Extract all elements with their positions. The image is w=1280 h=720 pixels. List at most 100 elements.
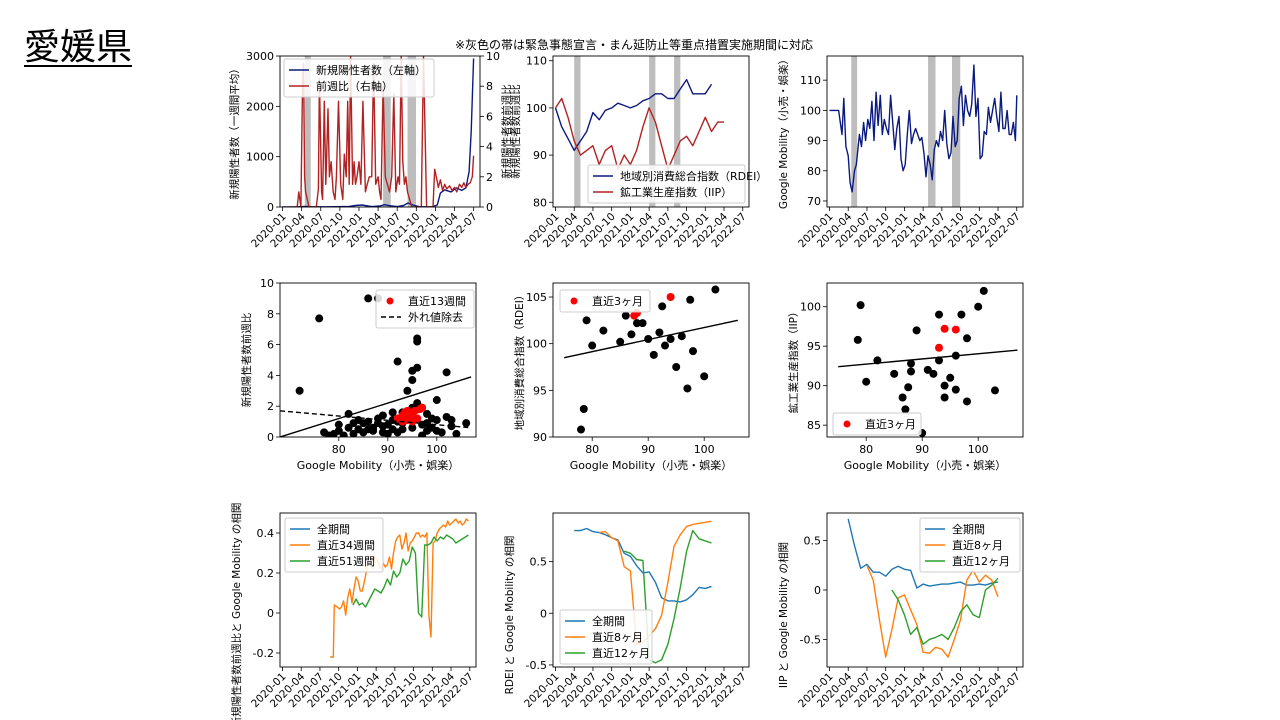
- scatter-point: [627, 330, 636, 339]
- plot-frame: [826, 512, 1024, 668]
- y-tick-label: 80: [807, 165, 821, 178]
- y-tick-label: 0.5: [804, 535, 822, 548]
- emergency-band: [951, 56, 961, 207]
- y-tick-label: 80: [533, 196, 547, 209]
- emergency-band: [407, 56, 416, 207]
- y-tick-label: 85: [807, 419, 821, 432]
- scatter-point: [907, 367, 915, 376]
- series-line: [891, 577, 999, 645]
- chart-c4: 0 2 4 6 8 10 80 90 100 Google Mobility（小売・娯楽） 新規陽性…: [240, 277, 477, 472]
- legend-box: [283, 58, 435, 98]
- plot-area: [574, 520, 712, 664]
- series-line: [847, 518, 999, 589]
- scatter-point: [334, 420, 343, 429]
- scatter-point: [946, 373, 955, 382]
- plot-frame: [279, 282, 477, 438]
- scatter-point: [633, 319, 641, 328]
- series-line: [352, 534, 469, 618]
- figure-note: ※灰色の帯は緊急事態宣言・まん延防止等重点措置実施期間に対応: [455, 38, 814, 52]
- series-line: [829, 64, 1018, 193]
- y-axis-label-right: 新規陽性者数前週比: [500, 84, 513, 179]
- legend-label: 全期間: [592, 614, 625, 628]
- scatter-point: [577, 425, 585, 434]
- scatter-point-recent: [666, 293, 675, 301]
- chart-c2: 80901001102020-012020-042020-072020-1020…: [509, 55, 767, 250]
- scatter-point: [442, 368, 451, 377]
- fit-line: [564, 319, 738, 359]
- series-line: [330, 518, 469, 658]
- legend-label: 鉱工業生産指数（IIP）: [620, 185, 732, 199]
- scatter-point: [661, 341, 669, 350]
- emergency-band: [304, 56, 311, 207]
- scatter-point: [582, 316, 591, 325]
- chart-c1: 010002000300002468102020-012020-042020-0…: [228, 50, 513, 250]
- y-tick-label: 0: [540, 607, 547, 620]
- emergency-band: [674, 56, 681, 207]
- legend-label: 新規陽性者数（左軸）: [316, 63, 426, 77]
- y-tick-label: -0.5: [526, 659, 547, 672]
- scatter-point-recent: [418, 403, 427, 412]
- y-tick-label: 4: [267, 369, 274, 382]
- series-line: [288, 56, 475, 207]
- plot-frame: [279, 512, 477, 668]
- chart-c3: 7080901001102020-012020-042020-072020-10…: [777, 54, 1024, 250]
- chart-c5: 90 95 100 105 80 90 100 Google Mobility（小売・娯楽） 地…: [513, 282, 750, 472]
- x-tick-label: 100: [694, 443, 715, 456]
- scatter-point: [963, 334, 971, 343]
- y-tick-label: -0.5: [800, 633, 821, 646]
- series-line: [623, 529, 712, 664]
- legend-label: 直近51週間: [317, 554, 375, 568]
- scatter-point: [403, 386, 412, 395]
- y-tick-label-right: 4: [486, 141, 493, 154]
- legend-label: 直近12ヶ月: [592, 646, 650, 660]
- legend-box: [559, 609, 653, 665]
- y-tick-label: 110: [526, 55, 547, 68]
- y-tick-label: 2000: [246, 100, 274, 113]
- y-axis-label: 鉱工業生産指数（IIP）: [787, 306, 800, 413]
- scatter-point: [638, 319, 647, 328]
- scatter-point: [408, 423, 417, 432]
- scatter-point: [853, 335, 862, 344]
- x-tick-label: 80: [332, 443, 346, 456]
- y-axis-label: Google Mobility（小売・娯楽）: [777, 54, 790, 209]
- plot-frame: [552, 282, 750, 438]
- legend-box: [832, 412, 922, 436]
- emergency-band: [928, 56, 936, 207]
- scatter-point: [974, 302, 983, 311]
- series-line: [866, 565, 999, 658]
- legend-label: 直近8ヶ月: [592, 630, 643, 644]
- x-tick-label: 80: [859, 443, 873, 456]
- scatter-point: [378, 422, 387, 431]
- scatter-point-recent: [951, 325, 960, 334]
- x-tick-label: 90: [915, 443, 929, 456]
- y-axis-label: 新規陽性者数前週比と Google Mobility の相関: [230, 503, 243, 720]
- scatter-point: [364, 425, 373, 434]
- y-tick-label: 8: [267, 308, 274, 321]
- legend-label: 全期間: [952, 522, 985, 536]
- scatter-point: [599, 326, 608, 335]
- y-tick-label: 90: [533, 431, 547, 444]
- emergency-band: [383, 56, 391, 207]
- series-line: [554, 78, 713, 152]
- scatter-point-recent: [408, 417, 417, 426]
- y-tick-label: 10: [260, 277, 274, 290]
- y-tick-label: 90: [533, 149, 547, 162]
- legend-marker: [570, 297, 578, 305]
- x-tick-label: 100: [968, 443, 989, 456]
- x-axis-label: Google Mobility（小売・娯楽）: [570, 458, 732, 472]
- scatter-point: [904, 383, 913, 392]
- scatter-point-recent: [403, 406, 412, 415]
- plot-area: [554, 78, 724, 171]
- y-tick-label: 3000: [246, 50, 274, 63]
- scatter-point: [689, 347, 697, 356]
- plot-frame: [552, 512, 750, 668]
- scatter-point: [423, 419, 431, 428]
- y-tick-label: 90: [807, 135, 821, 148]
- legend-label: 前週比（右軸）: [316, 79, 393, 93]
- y-tick-label: 95: [533, 384, 547, 397]
- scatter-point: [462, 419, 471, 428]
- scatter-point: [408, 376, 417, 385]
- scatter-point: [388, 408, 397, 417]
- scatter-point-recent: [940, 324, 949, 333]
- scatter-point: [452, 429, 461, 437]
